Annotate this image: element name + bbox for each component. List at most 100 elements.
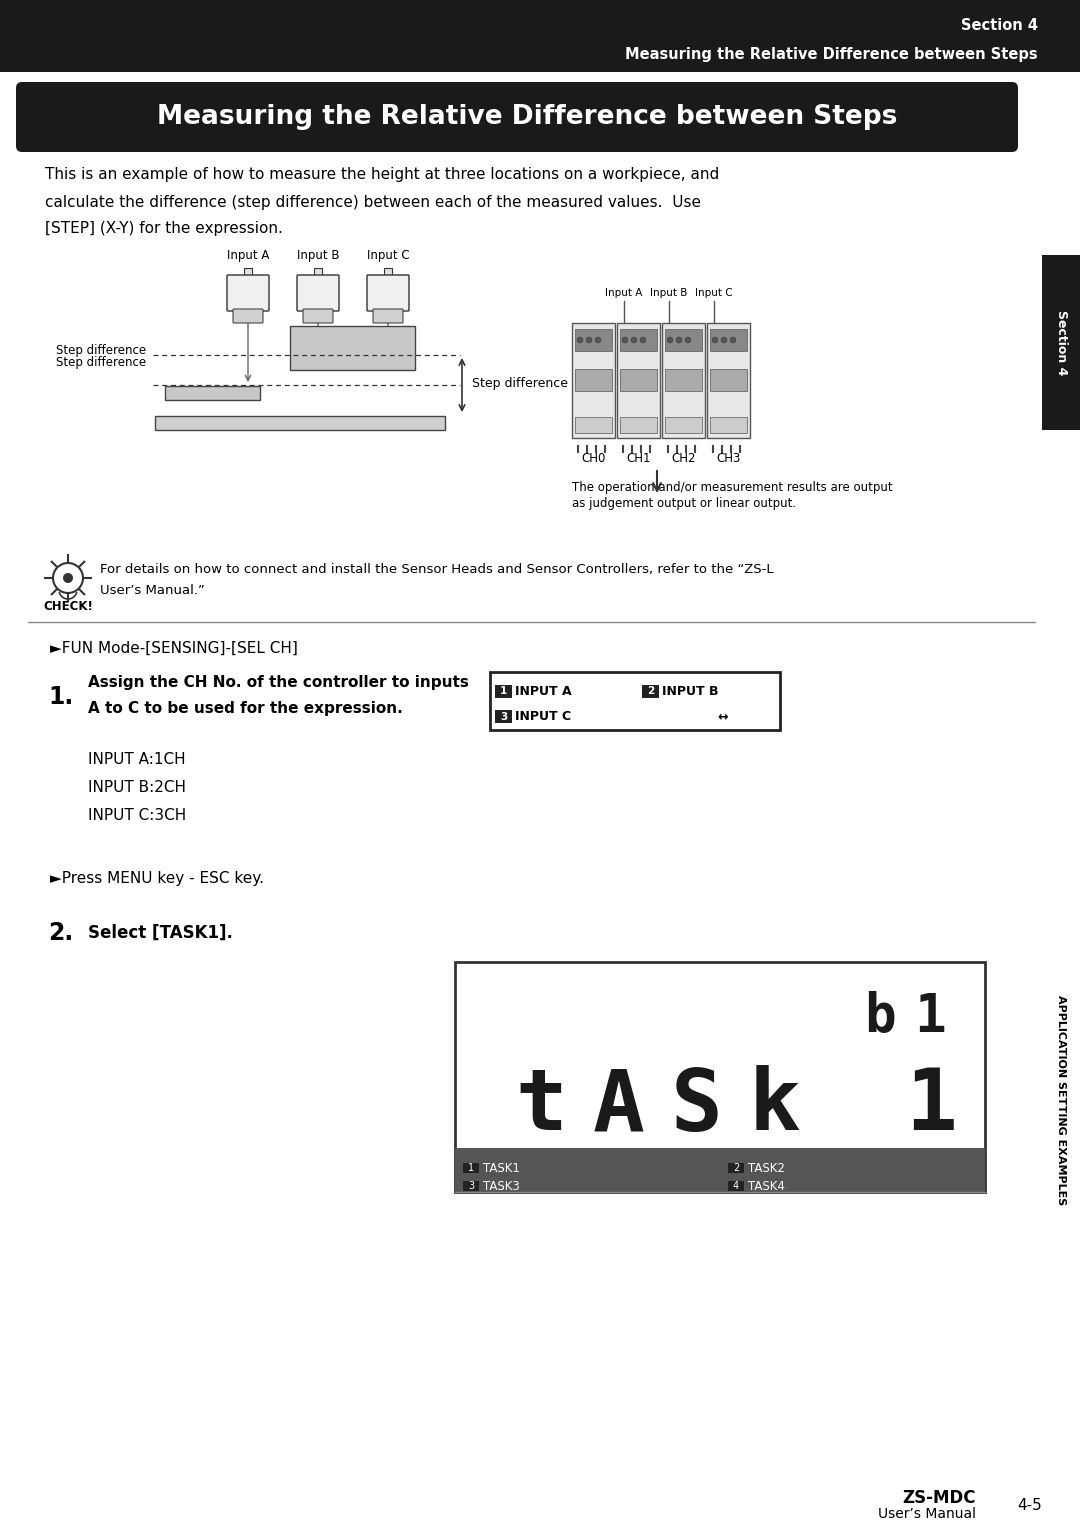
- FancyBboxPatch shape: [16, 82, 1018, 153]
- Text: CH2: CH2: [672, 452, 696, 464]
- Bar: [710, 417, 747, 433]
- Bar: [384, 269, 392, 276]
- Bar: [665, 330, 702, 351]
- Bar: [455, 1148, 985, 1192]
- Circle shape: [685, 337, 691, 343]
- Text: A to C to be used for the expression.: A to C to be used for the expression.: [87, 702, 403, 717]
- Text: 3: 3: [500, 711, 508, 722]
- Bar: [244, 269, 252, 276]
- Circle shape: [667, 337, 673, 343]
- Bar: [490, 671, 780, 729]
- Text: 2.: 2.: [48, 922, 73, 945]
- Text: 4-5: 4-5: [1017, 1499, 1042, 1514]
- Text: Input B: Input B: [650, 288, 688, 298]
- Text: This is an example of how to measure the height at three locations on a workpiec: This is an example of how to measure the…: [45, 168, 719, 183]
- Text: Input A: Input A: [605, 288, 643, 298]
- Bar: [572, 324, 615, 438]
- Text: Step difference: Step difference: [56, 343, 150, 357]
- Text: TASK3: TASK3: [483, 1180, 519, 1192]
- Circle shape: [577, 337, 583, 343]
- FancyBboxPatch shape: [373, 308, 403, 324]
- Text: INPUT B:2CH: INPUT B:2CH: [87, 780, 186, 795]
- Bar: [575, 417, 612, 433]
- Text: User’s Manual: User’s Manual: [878, 1508, 976, 1521]
- Text: 1: 1: [914, 990, 946, 1042]
- FancyBboxPatch shape: [297, 275, 339, 311]
- Text: 4: 4: [733, 1181, 739, 1190]
- Bar: [620, 417, 657, 433]
- Circle shape: [730, 337, 735, 343]
- Text: INPUT A:1CH: INPUT A:1CH: [87, 752, 186, 768]
- Text: ZS-MDC: ZS-MDC: [903, 1489, 976, 1508]
- Bar: [495, 710, 512, 723]
- Text: 1: 1: [905, 1065, 957, 1149]
- Bar: [707, 324, 750, 438]
- Bar: [575, 330, 612, 351]
- Text: Step difference: Step difference: [472, 377, 568, 391]
- Text: t: t: [515, 1065, 567, 1149]
- Text: Select [TASK1].: Select [TASK1].: [87, 925, 233, 942]
- Text: Measuring the Relative Difference between Steps: Measuring the Relative Difference betwee…: [625, 46, 1038, 61]
- Text: Input C: Input C: [696, 288, 733, 298]
- Bar: [728, 1181, 744, 1190]
- Text: b: b: [864, 990, 896, 1042]
- Bar: [665, 417, 702, 433]
- Text: INPUT B: INPUT B: [662, 685, 718, 697]
- Bar: [455, 961, 985, 1192]
- Bar: [495, 685, 512, 697]
- Text: Input B: Input B: [297, 249, 339, 262]
- Text: ►Press MENU key - ESC key.: ►Press MENU key - ESC key.: [50, 870, 264, 885]
- Text: 1: 1: [500, 687, 508, 696]
- FancyBboxPatch shape: [227, 275, 269, 311]
- Circle shape: [631, 337, 637, 343]
- Text: Section 4: Section 4: [1054, 310, 1067, 375]
- Circle shape: [640, 337, 646, 343]
- Text: 2: 2: [647, 687, 654, 696]
- Text: TASK4: TASK4: [748, 1180, 785, 1192]
- Text: 1.: 1.: [48, 685, 73, 710]
- Text: 1: 1: [468, 1163, 474, 1173]
- Text: as judgement output or linear output.: as judgement output or linear output.: [572, 497, 796, 511]
- Bar: [665, 369, 702, 391]
- FancyBboxPatch shape: [233, 308, 264, 324]
- Bar: [1042, 255, 1080, 430]
- Bar: [710, 330, 747, 351]
- Text: The operation and/or measurement results are output: The operation and/or measurement results…: [572, 482, 893, 494]
- Text: Assign the CH No. of the controller to inputs: Assign the CH No. of the controller to i…: [87, 674, 469, 690]
- Bar: [0, 0, 1080, 72]
- Text: A: A: [593, 1065, 645, 1149]
- Text: CHECK!: CHECK!: [43, 600, 93, 612]
- Text: Input C: Input C: [367, 249, 409, 262]
- Circle shape: [721, 337, 727, 343]
- Circle shape: [622, 337, 627, 343]
- Text: CH3: CH3: [716, 452, 741, 464]
- Text: Measuring the Relative Difference between Steps: Measuring the Relative Difference betwee…: [157, 104, 897, 130]
- Text: CH0: CH0: [581, 452, 606, 464]
- Bar: [710, 369, 747, 391]
- Bar: [463, 1181, 480, 1190]
- Text: [STEP] (X-Y) for the expression.: [STEP] (X-Y) for the expression.: [45, 221, 283, 237]
- Bar: [620, 369, 657, 391]
- Bar: [314, 269, 322, 276]
- Bar: [617, 324, 660, 438]
- Bar: [156, 417, 445, 430]
- Text: INPUT C:3CH: INPUT C:3CH: [87, 809, 186, 824]
- Circle shape: [586, 337, 592, 343]
- Text: User’s Manual.”: User’s Manual.”: [100, 583, 205, 597]
- Text: k: k: [750, 1065, 801, 1149]
- Text: Section 4: Section 4: [961, 17, 1038, 32]
- Bar: [642, 685, 659, 697]
- Text: TASK1: TASK1: [483, 1161, 519, 1175]
- Text: TASK2: TASK2: [748, 1161, 785, 1175]
- Circle shape: [676, 337, 681, 343]
- Bar: [165, 386, 260, 400]
- Text: INPUT C: INPUT C: [515, 710, 571, 723]
- FancyBboxPatch shape: [367, 275, 409, 311]
- Circle shape: [53, 563, 83, 594]
- Bar: [662, 324, 705, 438]
- Bar: [728, 1163, 744, 1173]
- Text: INPUT A: INPUT A: [515, 685, 571, 697]
- Text: APPLICATION SETTING EXAMPLES: APPLICATION SETTING EXAMPLES: [1056, 995, 1066, 1206]
- Bar: [463, 1163, 480, 1173]
- Circle shape: [712, 337, 718, 343]
